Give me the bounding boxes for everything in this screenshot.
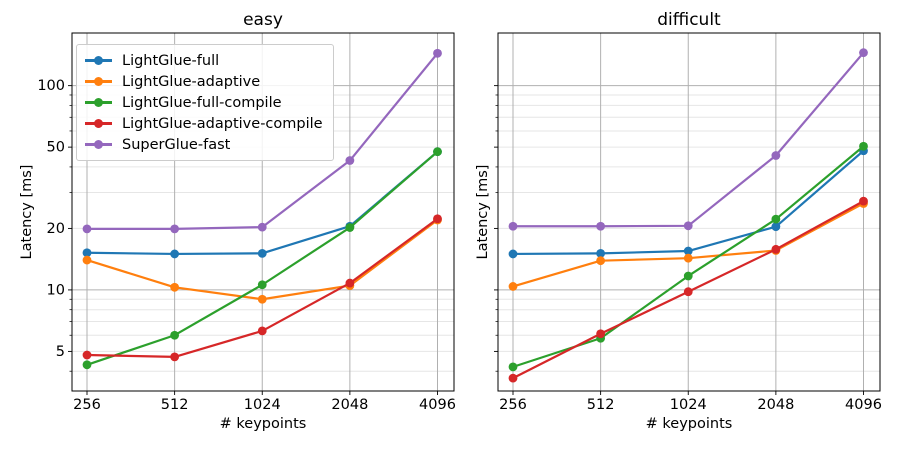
legend-entry: SuperGlue-fast: [85, 134, 323, 155]
data-point-LightGlue-full-256: [508, 249, 518, 259]
data-point-LightGlue-full-compile-2048: [345, 223, 355, 232]
y-tick-label-20: 20: [47, 221, 65, 237]
legend-line-marker: [85, 97, 112, 108]
legend-entry: LightGlue-adaptive: [85, 71, 323, 92]
plot-border: [71, 32, 455, 392]
x-axis-label-easy: # keypoints: [219, 416, 307, 432]
data-point-LightGlue-adaptive-compile-512: [170, 352, 180, 362]
data-point-LightGlue-full-512: [596, 248, 606, 258]
data-point-LightGlue-adaptive-compile-1024: [683, 287, 693, 297]
data-point-LightGlue-adaptive-1024: [257, 294, 267, 304]
data-point-SuperGlue-fast-1024: [683, 221, 693, 231]
data-point-LightGlue-full-2048: [771, 222, 781, 232]
y-tick-label-50: 50: [47, 140, 65, 156]
data-point-LightGlue-full-1024: [257, 248, 267, 258]
data-point-LightGlue-adaptive-compile-512: [596, 329, 606, 339]
x-tick-label-4096: 4096: [419, 397, 456, 413]
data-point-SuperGlue-fast-2048: [771, 151, 781, 160]
x-tick-label-512: 512: [587, 397, 615, 413]
data-point-LightGlue-adaptive-1024: [683, 253, 693, 263]
data-point-SuperGlue-fast-4096: [433, 48, 442, 58]
y-tick-label-100: 100: [37, 78, 65, 94]
legend-entry: LightGlue-full-compile: [85, 92, 323, 113]
data-point-SuperGlue-fast-1024: [257, 222, 267, 232]
y-axis-label-easy: Latency [ms]: [19, 164, 35, 260]
data-point-LightGlue-full-compile-256: [508, 362, 518, 372]
data-point-SuperGlue-fast-2048: [345, 156, 355, 165]
data-point-LightGlue-adaptive-compile-1024: [257, 326, 267, 336]
data-point-LightGlue-adaptive-compile-256: [508, 373, 518, 383]
plot-title-easy: easy: [243, 10, 283, 30]
x-tick-label-1024: 1024: [244, 397, 281, 413]
x-tick-label-4096: 4096: [845, 397, 882, 413]
x-tick-label-2048: 2048: [757, 397, 794, 413]
data-point-LightGlue-full-compile-2048: [771, 214, 781, 224]
data-point-LightGlue-full-compile-1024: [257, 280, 267, 290]
legend-label: LightGlue-adaptive: [122, 73, 261, 90]
data-point-LightGlue-adaptive-compile-256: [82, 350, 92, 360]
data-point-LightGlue-full-512: [170, 249, 180, 259]
x-tick-label-2048: 2048: [331, 397, 368, 413]
data-point-LightGlue-adaptive-compile-2048: [345, 278, 355, 288]
y-tick-label-10: 10: [47, 282, 65, 298]
data-point-SuperGlue-fast-256: [82, 224, 92, 234]
data-point-LightGlue-full-1024: [683, 246, 693, 256]
data-point-LightGlue-adaptive-compile-4096: [859, 196, 868, 206]
data-point-LightGlue-full-256: [82, 248, 92, 258]
data-point-SuperGlue-fast-512: [596, 221, 606, 231]
data-point-LightGlue-full-compile-512: [170, 330, 180, 340]
axes-difficult: 256 512 1024 2048 4096: [494, 32, 882, 413]
data-point-SuperGlue-fast-4096: [859, 48, 868, 58]
data-point-LightGlue-full-compile-4096: [433, 147, 442, 157]
legend: LightGlue-full LightGlue-adaptive LightG…: [76, 44, 334, 161]
y-axis-label-difficult: Latency [ms]: [475, 164, 491, 260]
legend-label: LightGlue-full-compile: [122, 94, 282, 111]
legend-line-marker: [85, 118, 112, 129]
y-tick-label-5: 5: [56, 344, 65, 360]
legend-entry: LightGlue-full: [85, 50, 323, 71]
x-axis-label-difficult: # keypoints: [645, 416, 733, 432]
legend-label: SuperGlue-fast: [122, 136, 231, 153]
x-tick-label-512: 512: [161, 397, 189, 413]
legend-line-marker: [85, 55, 112, 66]
plot-border: [497, 32, 881, 392]
data-point-LightGlue-adaptive-compile-2048: [771, 244, 781, 254]
x-tick-label-256: 256: [499, 397, 527, 413]
data-point-LightGlue-adaptive-256: [508, 282, 518, 291]
data-point-LightGlue-full-compile-256: [82, 360, 92, 370]
data-point-SuperGlue-fast-512: [170, 224, 180, 234]
data-point-LightGlue-adaptive-512: [170, 282, 180, 292]
plot-title-difficult: difficult: [657, 10, 721, 30]
data-point-LightGlue-full-compile-4096: [859, 141, 868, 151]
data-point-SuperGlue-fast-256: [508, 221, 518, 231]
data-point-LightGlue-full-compile-1024: [683, 271, 693, 281]
legend-line-marker: [85, 139, 112, 150]
legend-entry: LightGlue-adaptive-compile: [85, 113, 323, 134]
x-tick-label-1024: 1024: [670, 397, 707, 413]
legend-label: LightGlue-adaptive-compile: [122, 115, 323, 132]
legend-label: LightGlue-full: [122, 52, 220, 69]
legend-line-marker: [85, 76, 112, 87]
data-point-LightGlue-adaptive-compile-4096: [433, 214, 442, 224]
x-tick-label-256: 256: [73, 397, 101, 413]
data-point-LightGlue-adaptive-512: [596, 256, 606, 266]
data-point-LightGlue-adaptive-256: [82, 255, 92, 265]
